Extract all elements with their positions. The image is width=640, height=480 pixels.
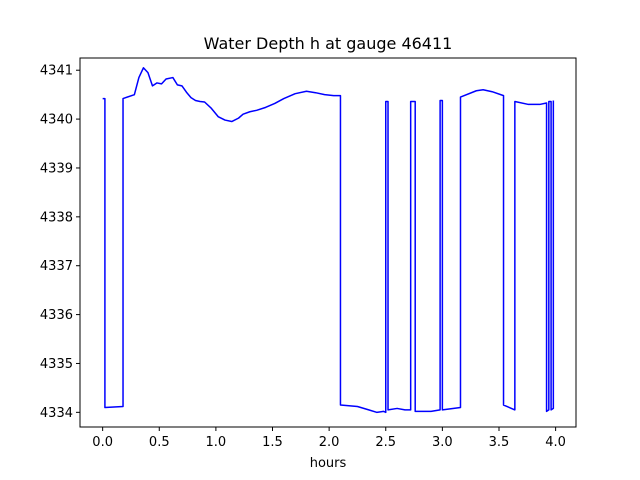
y-tick-label: 4335	[40, 357, 73, 372]
x-tick-label: 2.0	[319, 435, 340, 450]
series-line-0	[102, 67, 555, 414]
x-axis-label: hours	[310, 456, 347, 471]
x-tick-label: 2.5	[375, 435, 396, 450]
x-tick-label: 3.0	[432, 435, 453, 450]
y-tick-label: 4339	[40, 161, 73, 176]
x-tick-label: 3.5	[489, 435, 510, 450]
y-tick-label: 4334	[40, 406, 73, 421]
y-tick-label: 4340	[40, 113, 73, 128]
y-tick-label: 4337	[40, 259, 73, 274]
y-tick-label: 4341	[40, 64, 73, 79]
plot-area	[102, 67, 555, 414]
x-tick-label: 4.0	[545, 435, 566, 450]
x-tick-label: 0.0	[92, 435, 113, 450]
x-tick-label: 1.5	[262, 435, 283, 450]
y-tick-label: 4338	[40, 210, 73, 225]
y-tick-label: 4336	[40, 308, 73, 323]
x-tick-label: 0.5	[149, 435, 170, 450]
y-axis: 4334 4335 4336 4337 4338 4339 4340 4341	[40, 64, 80, 421]
x-tick-label: 1.0	[206, 435, 227, 450]
chart-title: Water Depth h at gauge 46411	[204, 34, 453, 53]
axes-frame	[79, 57, 577, 428]
x-axis: 0.0 0.5 1.0 1.5 2.0 2.5 3.0 3.5 4.0	[92, 427, 566, 450]
